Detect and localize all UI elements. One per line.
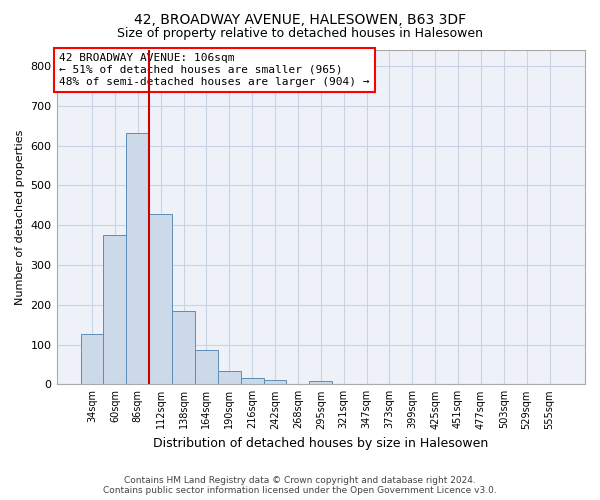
Text: Contains HM Land Registry data © Crown copyright and database right 2024.
Contai: Contains HM Land Registry data © Crown c… bbox=[103, 476, 497, 495]
Bar bbox=[172, 310, 195, 384]
Bar bbox=[80, 334, 103, 384]
Bar bbox=[127, 133, 149, 384]
Bar bbox=[218, 371, 241, 384]
Text: 42, BROADWAY AVENUE, HALESOWEN, B63 3DF: 42, BROADWAY AVENUE, HALESOWEN, B63 3DF bbox=[134, 12, 466, 26]
Bar bbox=[195, 350, 218, 384]
Bar bbox=[263, 380, 286, 384]
Text: Size of property relative to detached houses in Halesowen: Size of property relative to detached ho… bbox=[117, 28, 483, 40]
Bar bbox=[310, 381, 332, 384]
Bar bbox=[149, 214, 172, 384]
Bar bbox=[103, 235, 127, 384]
X-axis label: Distribution of detached houses by size in Halesowen: Distribution of detached houses by size … bbox=[153, 437, 488, 450]
Bar bbox=[241, 378, 263, 384]
Text: 42 BROADWAY AVENUE: 106sqm
← 51% of detached houses are smaller (965)
48% of sem: 42 BROADWAY AVENUE: 106sqm ← 51% of deta… bbox=[59, 54, 370, 86]
Y-axis label: Number of detached properties: Number of detached properties bbox=[15, 130, 25, 305]
